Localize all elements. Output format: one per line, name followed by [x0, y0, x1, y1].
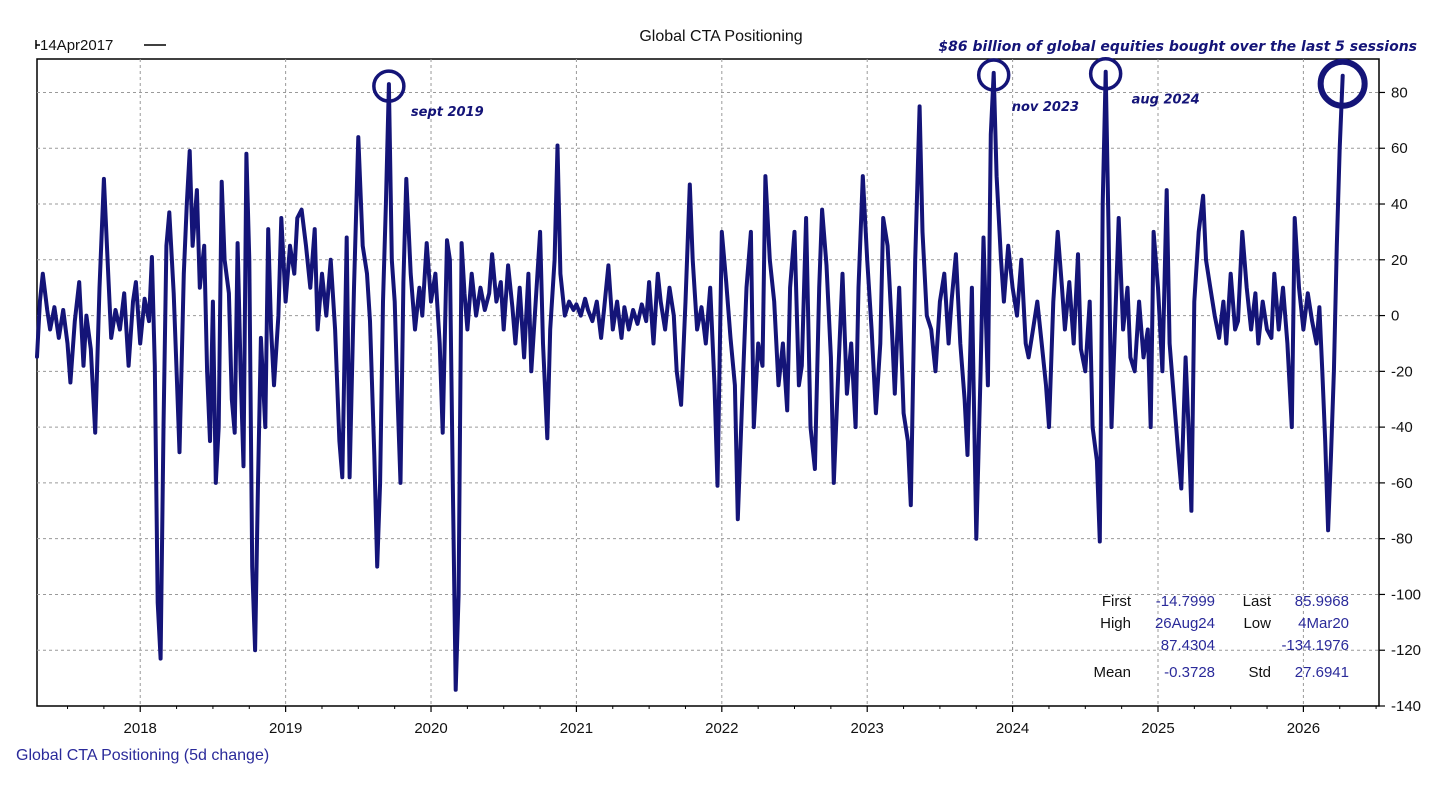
y-tick-label-80: 80 [1391, 84, 1408, 101]
x-tick-label-2018: 2018 [124, 720, 157, 737]
peak-label-2: aug 2024 [1132, 93, 1200, 108]
y-tick-label--140: -140 [1391, 698, 1421, 715]
headline-annotation: $86 billion of global equities bought ov… [938, 39, 1417, 55]
y-tick-label--80: -80 [1391, 531, 1413, 548]
y-tick-label--60: -60 [1391, 475, 1413, 492]
stat-high-value: 87.4304 [1161, 637, 1215, 654]
stats-box: First -14.7999 Last 85.9968 High 26Aug24… [1093, 593, 1349, 681]
series-layer [35, 69, 1345, 692]
y-tick-label--40: -40 [1391, 419, 1413, 436]
x-tick-label-2025: 2025 [1141, 720, 1174, 737]
peak-circle-3 [1317, 58, 1368, 109]
x-tick-label-2024: 2024 [996, 720, 1029, 737]
stat-first-value: -14.7999 [1156, 593, 1215, 610]
start-date-label: 14Apr2017 [40, 37, 113, 54]
stat-low-label: Low [1243, 615, 1271, 632]
y-tick-label-0: 0 [1391, 308, 1399, 325]
stat-mean-label: Mean [1093, 664, 1131, 681]
peak-circle-1 [976, 58, 1011, 92]
stat-std-label: Std [1248, 664, 1271, 681]
stat-last-label: Last [1243, 593, 1272, 610]
peak-circle-0 [372, 69, 406, 103]
y-tick-label--120: -120 [1391, 642, 1421, 659]
y-tick-label-60: 60 [1391, 140, 1408, 157]
annotation-layer: sept 2019 nov 2023 aug 2024 [372, 56, 1368, 120]
x-tick-label-2019: 2019 [269, 720, 302, 737]
y-axis: 80 60 40 20 0 -20 -40 -60 -80 -100 -120 -140 [1379, 84, 1421, 715]
stat-std-value: 27.6941 [1295, 664, 1349, 681]
stat-low-date: 4Mar20 [1298, 615, 1349, 632]
x-tick-label-2023: 2023 [851, 720, 884, 737]
y-tick-label--20: -20 [1391, 363, 1413, 380]
stat-first-label: First [1102, 593, 1132, 610]
stat-last-value: 85.9968 [1295, 593, 1349, 610]
x-tick-label-2021: 2021 [560, 720, 593, 737]
stat-high-label: High [1100, 615, 1131, 632]
x-tick-label-2020: 2020 [414, 720, 447, 737]
x-tick-label-2026: 2026 [1287, 720, 1320, 737]
y-tick-label-40: 40 [1391, 196, 1408, 213]
stat-high-date: 26Aug24 [1155, 615, 1215, 632]
legend-series-label: Global CTA Positioning (5d change) [16, 747, 269, 764]
peak-circle-2 [1088, 56, 1123, 91]
peak-label-0: sept 2019 [411, 105, 484, 120]
stat-low-value: -134.1976 [1281, 637, 1349, 654]
y-tick-label--100: -100 [1391, 586, 1421, 603]
x-tick-label-2022: 2022 [705, 720, 738, 737]
x-axis: 2018 2019 2020 2021 2022 2023 2024 2025 2026 [67, 706, 1377, 737]
stat-mean-value: -0.3728 [1164, 664, 1215, 681]
y-tick-label-20: 20 [1391, 252, 1408, 269]
peak-label-1: nov 2023 [1012, 100, 1079, 115]
chart-title: Global CTA Positioning [639, 28, 802, 45]
series-line-0 [35, 69, 1345, 692]
